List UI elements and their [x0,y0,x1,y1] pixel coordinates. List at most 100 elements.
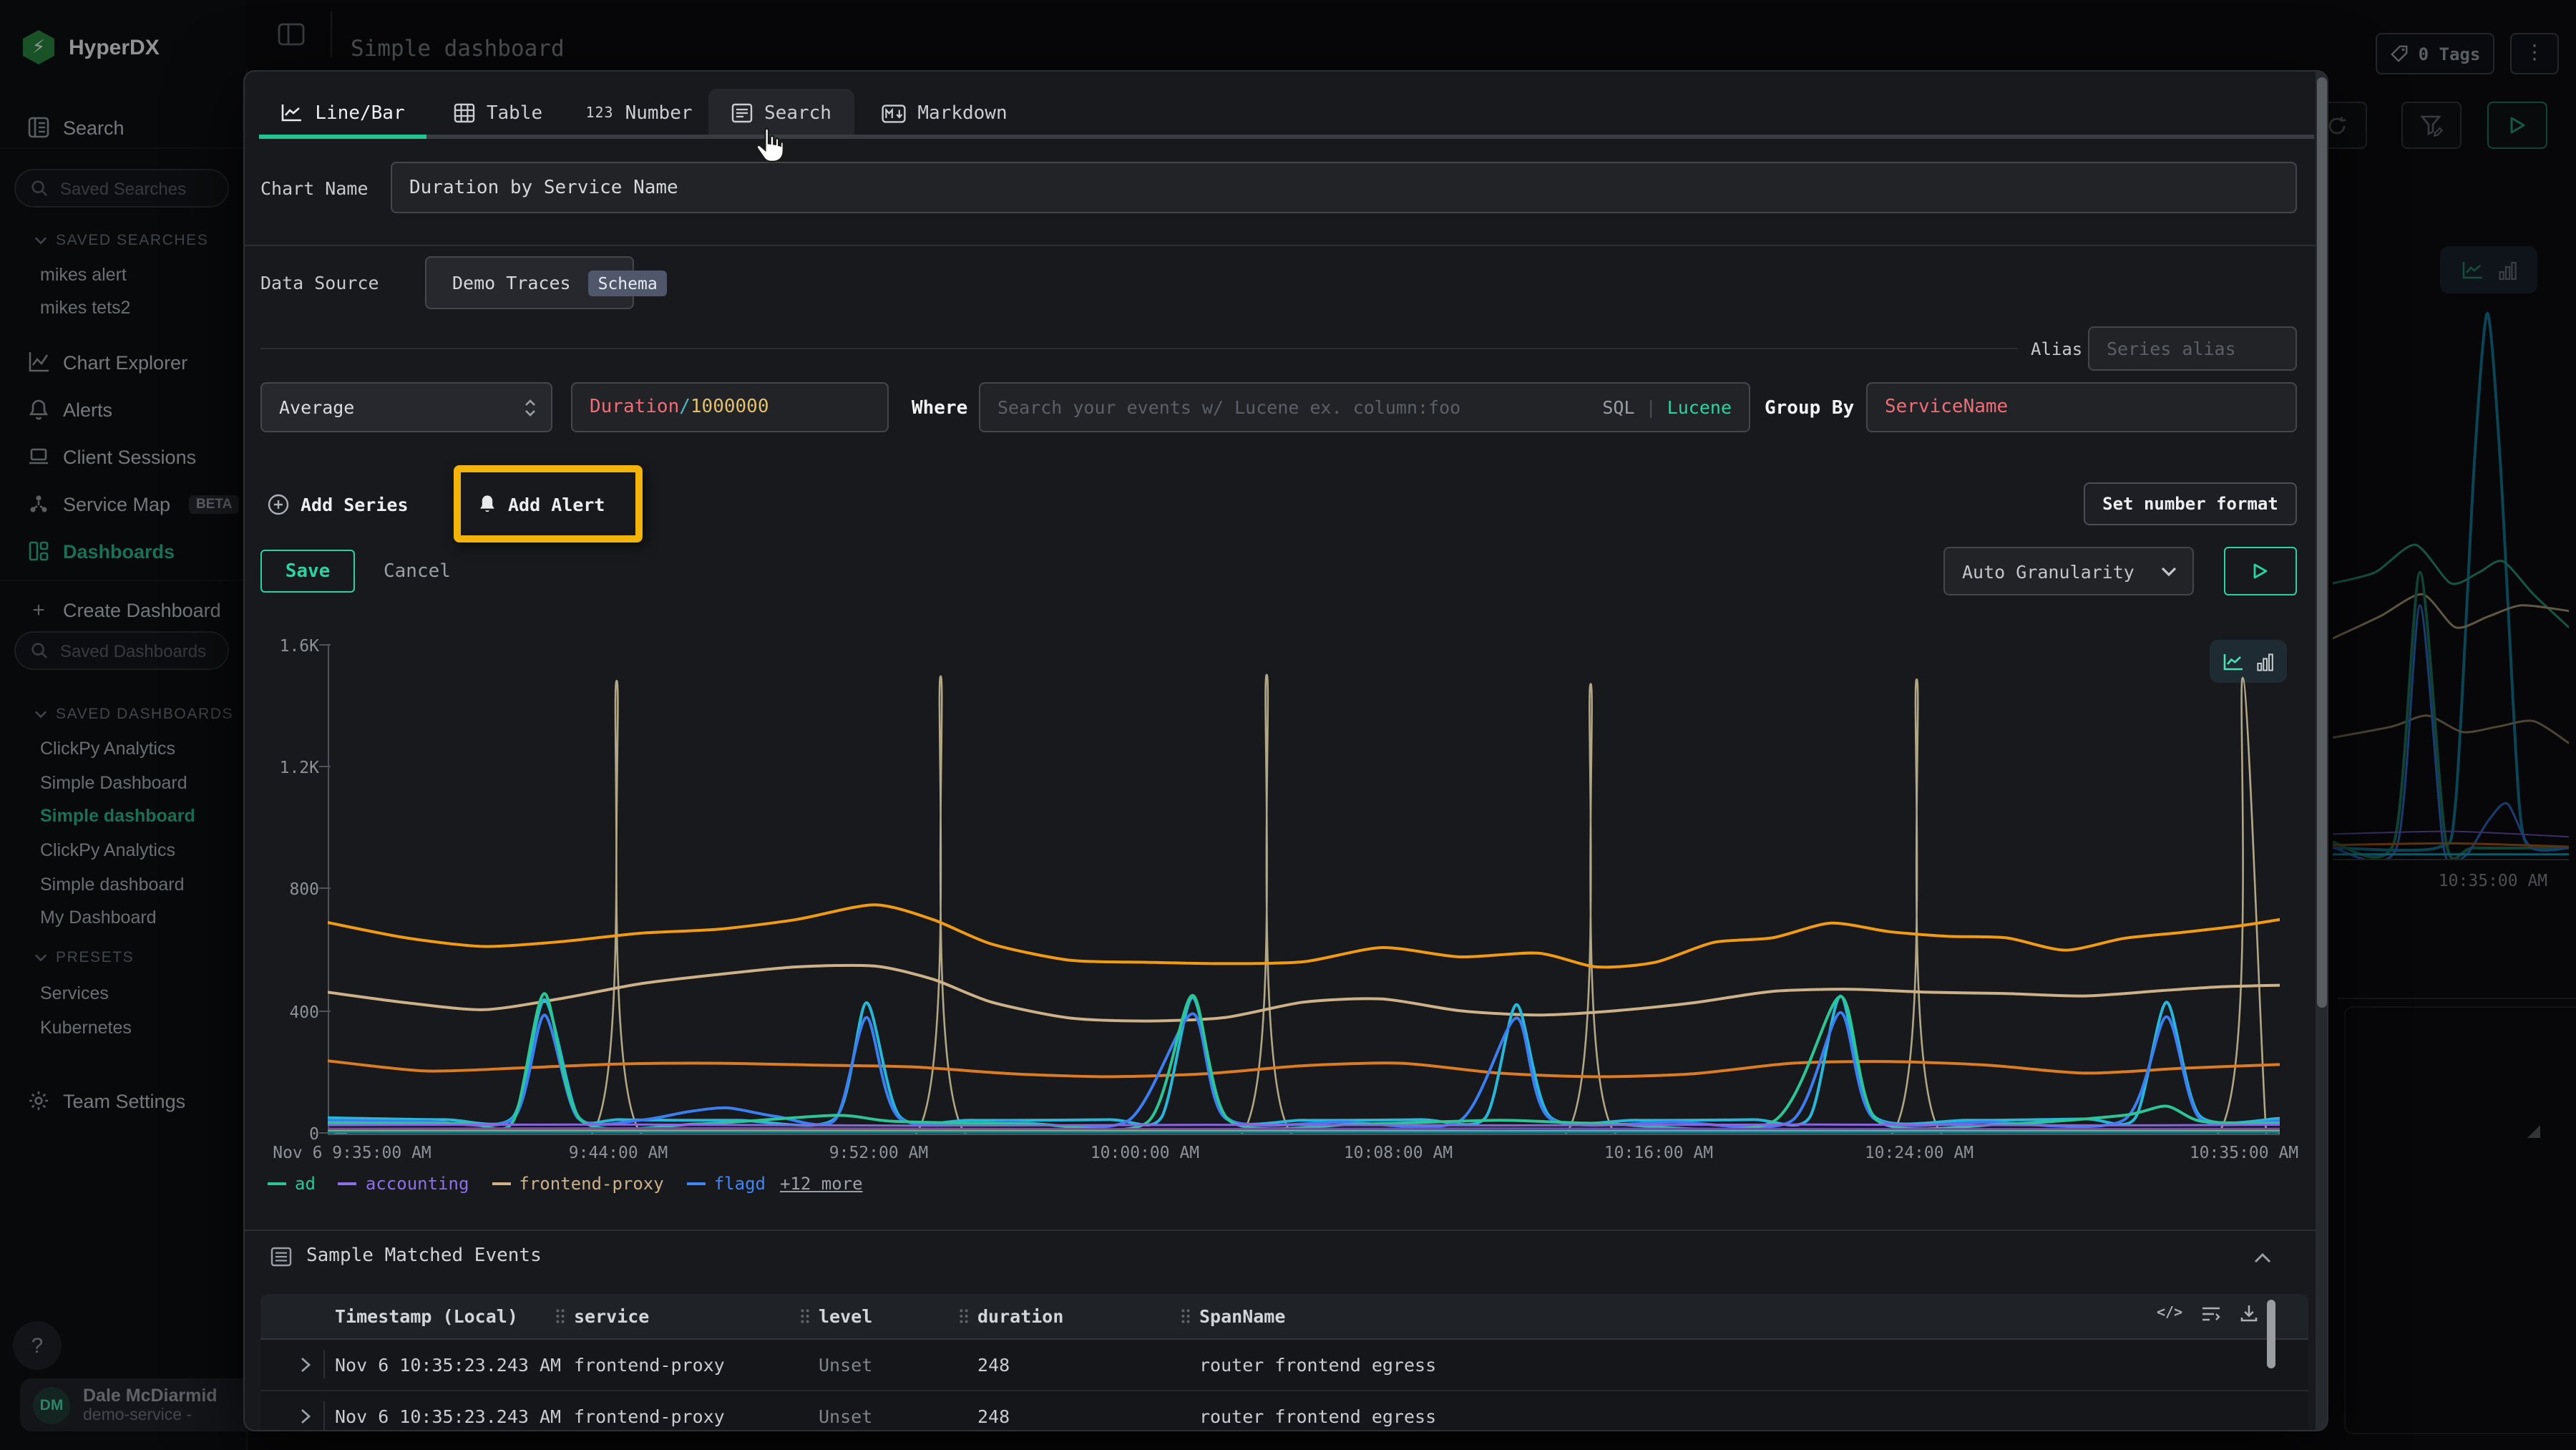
tab-number[interactable]: 123 Number [585,102,693,124]
panel-resize-handle[interactable] [2527,1125,2540,1138]
tab-search[interactable]: Search [708,89,854,137]
tab-line-bar[interactable]: Line/Bar [259,89,426,137]
preset-item[interactable]: Services [40,983,109,1003]
cell-timestamp: Nov 6 10:35:23.243 AM [335,1354,562,1376]
sidebar-toggle-button[interactable] [278,23,305,46]
group-by-input[interactable]: ServiceName [1866,382,2297,432]
saved-search-item[interactable]: mikes tets2 [40,298,131,318]
sql-option[interactable]: SQL [1602,396,1635,418]
add-alert-button[interactable]: Add Alert [478,482,605,525]
table-scrollbar-thumb[interactable] [2267,1300,2275,1368]
collapse-chevron-icon[interactable] [2254,1252,2271,1264]
sidebar-item-label: Search [63,117,125,138]
bg-chart-type-toggle[interactable] [2440,246,2537,293]
sidebar-item-alerts[interactable]: Alerts [0,391,246,428]
filter-button[interactable] [2401,102,2462,149]
legend-item[interactable]: ad [268,1174,316,1194]
column-header-spanname[interactable]: SpanName [1181,1305,1285,1327]
tab-markdown[interactable]: Markdown [864,89,1025,137]
drag-handle-icon[interactable] [1181,1308,1191,1324]
drag-handle-icon[interactable] [555,1308,565,1324]
dashboard-item[interactable]: My Dashboard [40,908,157,928]
table-toolbar: </> [2157,1304,2258,1323]
user-name: Dale McDiarmid [83,1386,218,1406]
column-header-duration[interactable]: duration [959,1305,1063,1327]
drag-handle-icon[interactable] [800,1308,810,1324]
download-icon[interactable] [2240,1304,2258,1323]
where-search-input[interactable]: Search your events w/ Lucene ex. column:… [979,382,1750,432]
series-purple [2333,830,2569,838]
sidebar-item-team-settings[interactable]: Team Settings [0,1082,246,1119]
legend-item[interactable]: frontend-proxy [492,1174,664,1194]
legend-item[interactable]: flagd [686,1174,766,1194]
set-number-format-button[interactable]: Set number format [2084,482,2297,525]
data-source-select[interactable]: Demo Traces Schema [425,256,668,309]
sidebar-item-search[interactable]: Search [0,109,246,146]
dashboard-item[interactable]: ClickPy Analytics [40,840,175,860]
bg-chart-axis [2333,859,2569,860]
cancel-button[interactable]: Cancel [384,560,451,582]
sidebar-item-client-sessions[interactable]: Client Sessions [0,438,246,475]
number-123-icon: 123 [585,105,614,121]
expand-chevron-icon[interactable] [301,1357,311,1373]
user-org: demo-service - [83,1407,192,1424]
aggregation-select[interactable]: Average [260,382,552,432]
table-row[interactable]: Nov 6 10:35:23.243 AM frontend-proxy Uns… [260,1338,2308,1391]
preset-item[interactable]: Kubernetes [40,1018,132,1038]
chart-type-toggle[interactable] [2210,640,2287,683]
field-expression-input[interactable]: Duration/1000000 [571,382,889,432]
column-header-timestamp[interactable]: Timestamp (Local) [335,1305,518,1327]
x-axis-line [328,1134,2280,1135]
create-dashboard-button[interactable]: + Create Dashboard [0,591,246,628]
duration-line-chart[interactable] [328,644,2280,1134]
code-view-icon[interactable]: </> [2157,1305,2183,1321]
chevron-down-icon [34,954,47,962]
tabs-track [426,135,2314,139]
chart-name-input[interactable]: Duration by Service Name [391,162,2297,213]
dashboard-item-active[interactable]: Simple dashboard [40,806,195,826]
series-divider [260,348,2018,349]
dashboard-item[interactable]: Simple Dashboard [40,773,187,793]
drag-handle-icon[interactable] [959,1308,969,1324]
legend-item[interactable]: accounting [338,1174,469,1194]
add-series-button[interactable]: Add Series [268,482,409,525]
y-tick-mark [319,887,331,889]
tab-table[interactable]: Table [436,89,560,137]
table-header-row [260,1294,2308,1340]
legend-more-link[interactable]: +12 more [779,1174,863,1194]
kebab-menu-button[interactable]: ⋮ [2510,33,2559,74]
saved-searches-input[interactable]: Saved Searches [14,169,229,208]
lucene-option[interactable]: Lucene [1667,396,1732,418]
brand[interactable]: ⚡ HyperDX [23,30,160,64]
sample-events-header[interactable]: Sample Matched Events [270,1245,542,1267]
sidebar-item-chart-explorer[interactable]: Chart Explorer [0,344,246,381]
cell-service: frontend-proxy [574,1354,725,1376]
query-language-toggle[interactable]: SQL | Lucene [1602,396,1732,418]
sidebar-item-dashboards[interactable]: Dashboards [0,532,246,570]
dashboard-item[interactable]: ClickPy Analytics [40,739,175,759]
sidebar-item-service-map[interactable]: Service Map BETA [0,485,246,522]
dashboard-item[interactable]: Simple dashboard [40,875,185,895]
help-button[interactable]: ? [13,1321,62,1370]
saved-dashboards-section[interactable]: SAVED DASHBOARDS [34,706,233,723]
search-list-icon [731,103,753,123]
run-query-button[interactable] [2487,102,2547,149]
modal-scrollbar-thumb[interactable] [2317,77,2327,1008]
run-chart-button[interactable] [2224,547,2297,595]
granularity-select[interactable]: Auto Granularity [1943,547,2194,595]
table-row[interactable]: Nov 6 10:35:23.243 AM frontend-proxy Uns… [260,1390,2308,1430]
x-axis-tick: 9:44:00 AM [568,1142,668,1162]
search-doc-icon [26,116,52,139]
saved-searches-section[interactable]: SAVED SEARCHES [34,232,208,249]
saved-dashboards-input[interactable]: Saved Dashboards [14,631,229,670]
column-header-service[interactable]: service [555,1305,649,1327]
wrap-lines-icon[interactable] [2201,1305,2221,1322]
tags-button[interactable]: 0 Tags [2376,33,2494,74]
presets-section[interactable]: PRESETS [34,949,134,966]
saved-search-item[interactable]: mikes alert [40,265,127,285]
column-header-level[interactable]: level [800,1305,872,1327]
x-axis-tick: 10:24:00 AM [1864,1142,1974,1162]
expand-chevron-icon[interactable] [301,1408,311,1424]
save-button[interactable]: Save [260,550,355,593]
alias-input[interactable]: Series alias [2088,326,2297,371]
